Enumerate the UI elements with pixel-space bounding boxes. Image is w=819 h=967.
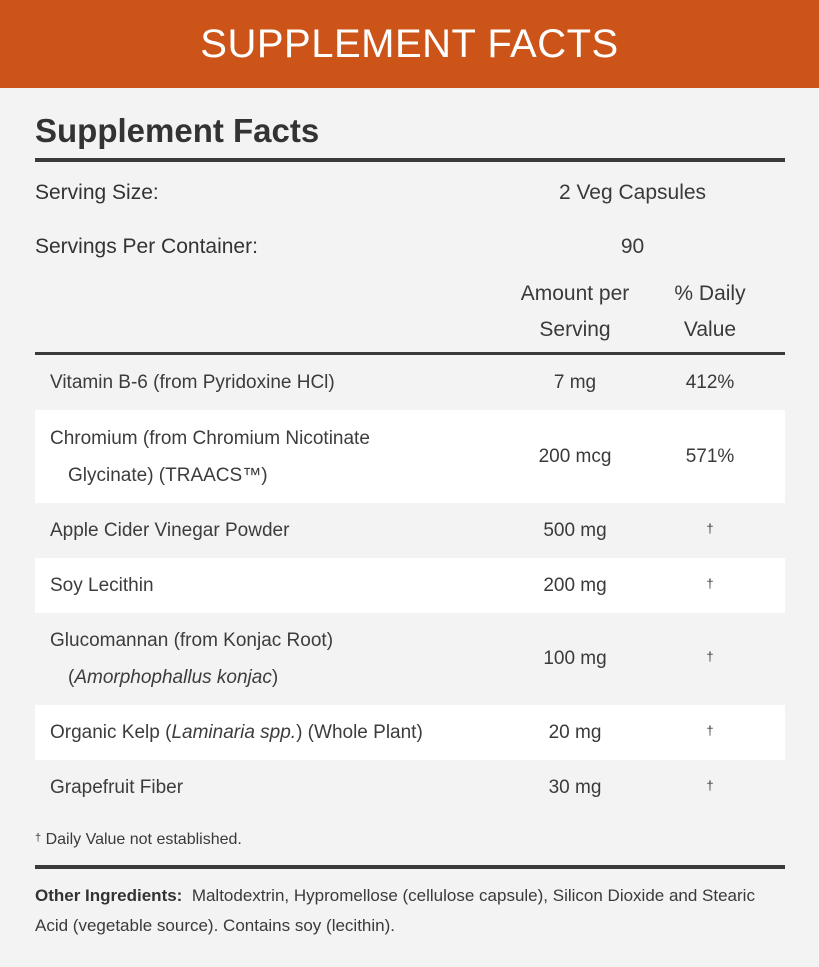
heading-divider [35,158,785,162]
amount-header-line2: Serving [539,318,611,341]
table-row: Apple Cider Vinegar Powder 500 mg † [35,503,785,558]
ingredient-name: Organic Kelp (Laminaria spp.) (Whole Pla… [50,722,423,743]
serving-size-value: 2 Veg Capsules [558,181,707,204]
table-row: Chromium (from Chromium Nicotinate Glyci… [35,410,785,503]
ingredient-name: Grapefruit Fiber [50,777,184,798]
ingredient-amount: 7 mg [553,371,597,393]
ingredient-daily-value: † [706,777,714,793]
ingredient-daily-value: † [706,575,714,591]
ingredient-daily-value: 571% [685,445,735,467]
ingredient-name: Vitamin B-6 (from Pyridoxine HCl) [50,372,335,393]
ingredient-amount: 100 mg [543,648,607,669]
ingredient-name: Apple Cider Vinegar Powder [50,520,290,541]
amount-header-line1: Amount per [520,282,630,305]
footer-divider [35,865,785,869]
ingredient-daily-value: † [706,520,714,536]
ingredient-amount: 500 mg [543,519,607,541]
column-headers: Amount per Serving % Daily Value [35,276,785,352]
footnote-text: Daily Value not established. [41,831,242,848]
ingredient-amount: 200 mg [543,574,607,596]
table-row: Vitamin B-6 (from Pyridoxine HCl) 7 mg 4… [35,355,785,410]
ingredient-daily-value: † [706,649,714,664]
other-ingredients: Other Ingredients: Maltodextrin, Hyprome… [35,881,785,941]
dv-header-line2: Value [683,318,737,341]
ingredient-amount: 30 mg [548,776,602,798]
supplement-facts-panel: Supplement Facts Serving Size: 2 Veg Cap… [35,88,785,941]
table-row: Glucomannan (from Konjac Root) (Amorphop… [35,613,785,705]
amount-column-header: Amount per Serving [510,276,640,348]
table-row: Grapefruit Fiber 30 mg † [35,760,785,815]
other-ingredients-text: Maltodextrin, Hypromellose (cellulose ca… [35,886,755,935]
ingredient-name: Soy Lecithin [50,575,154,596]
table-divider [35,352,785,355]
ingredient-amount: 20 mg [548,721,602,743]
banner: SUPPLEMENT FACTS [0,0,819,88]
dv-header-line1: % Daily [674,282,746,305]
panel-heading: Supplement Facts [35,112,320,149]
table-row: Soy Lecithin 200 mg † [35,558,785,613]
ingredient-daily-value: † [706,722,714,738]
other-ingredients-label: Other Ingredients: [35,886,183,905]
ingredient-name: Glucomannan (from Konjac Root) (Amorphop… [50,630,334,688]
banner-title: SUPPLEMENT FACTS [200,21,619,66]
ingredient-name: Chromium (from Chromium Nicotinate Glyci… [50,427,370,486]
servings-per-container-value: 90 [620,235,645,258]
footnote-mark: † [35,832,42,844]
servings-per-container-row: Servings Per Container: 90 [35,220,785,274]
ingredient-amount: 200 mcg [538,445,612,467]
ingredient-daily-value: 412% [685,371,735,393]
footnote: † Daily Value not established. [35,831,785,865]
table-row: Organic Kelp (Laminaria spp.) (Whole Pla… [35,705,785,760]
daily-value-column-header: % Daily Value [640,276,770,348]
servings-per-container-label: Servings Per Container: [35,235,258,258]
serving-size-row: Serving Size: 2 Veg Capsules [35,166,785,220]
serving-size-label: Serving Size: [35,181,159,204]
